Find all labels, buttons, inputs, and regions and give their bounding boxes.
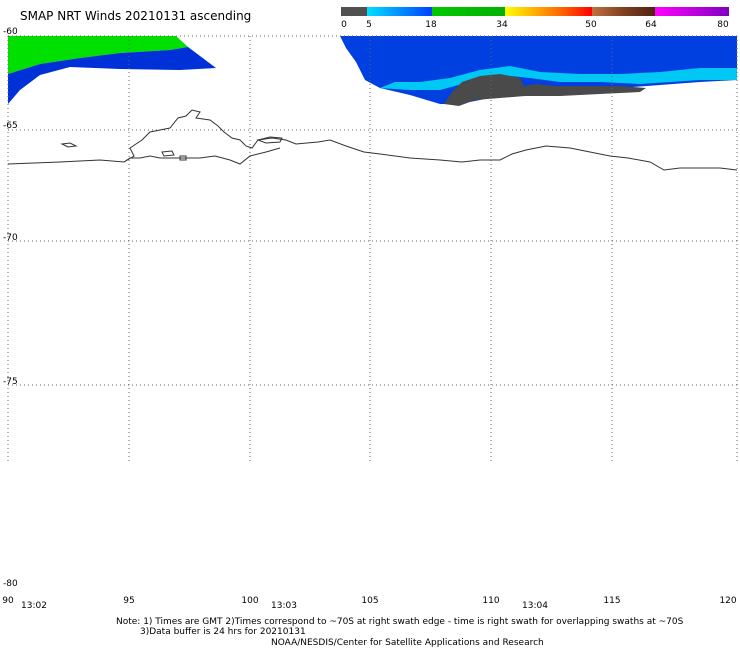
island-3 [179, 155, 187, 161]
colorbar-segment-64-80 [655, 7, 729, 16]
time-label-2: 13:03 [271, 601, 297, 611]
wind-speed-colorbar [341, 7, 729, 16]
footnote-line-2: 3)Data buffer is 24 hrs for 20210131 [140, 627, 306, 637]
colorbar-label-34: 34 [496, 20, 508, 30]
antarctic-coastline [7, 109, 738, 171]
lon-label-105: 105 [361, 596, 379, 606]
lat-label--60: -60 [3, 27, 18, 37]
time-label-3: 13:04 [522, 601, 548, 611]
colorbar-label-18: 18 [425, 20, 437, 30]
colorbar-segment-18-34 [432, 7, 505, 16]
map-title: SMAP NRT Winds 20210131 ascending [20, 9, 252, 23]
island-1 [60, 142, 78, 148]
colorbar-label-80: 80 [717, 20, 729, 30]
lon-label-115: 115 [603, 596, 621, 606]
lon-label-100: 100 [241, 596, 259, 606]
colorbar-label-5: 5 [366, 20, 372, 30]
colorbar-segment-50-64 [592, 7, 655, 16]
colorbar-segment-0-5 [341, 7, 367, 16]
lat-label--70: -70 [3, 233, 18, 243]
colorbar-label-0: 0 [341, 20, 347, 30]
island-2 [161, 150, 175, 157]
lat-label--65: -65 [3, 121, 18, 131]
lon-label-120: 120 [719, 596, 737, 606]
credit-line: NOAA/NESDIS/Center for Satellite Applica… [271, 638, 544, 648]
wind-swath-left-blue [8, 47, 216, 104]
coastline-detail [123, 147, 281, 165]
lat-label--75: -75 [3, 377, 18, 387]
wind-swath-left-green [8, 36, 188, 74]
colorbar-label-64: 64 [645, 20, 657, 30]
lat-label--80: -80 [3, 579, 18, 589]
colorbar-segment-34-50 [505, 7, 592, 16]
lon-label-90: 90 [2, 596, 14, 606]
wind-swath-right-cyan [380, 66, 737, 90]
graticule [7, 35, 738, 464]
footnote-line-1: Note: 1) Times are GMT 2)Times correspon… [116, 617, 684, 627]
lon-label-110: 110 [482, 596, 500, 606]
island-4 [256, 136, 283, 144]
time-label-1: 13:02 [21, 601, 47, 611]
colorbar-segment-5-18 [367, 7, 432, 16]
wind-swath-right-gray [444, 74, 646, 106]
lon-label-95: 95 [123, 596, 135, 606]
colorbar-label-50: 50 [585, 20, 597, 30]
